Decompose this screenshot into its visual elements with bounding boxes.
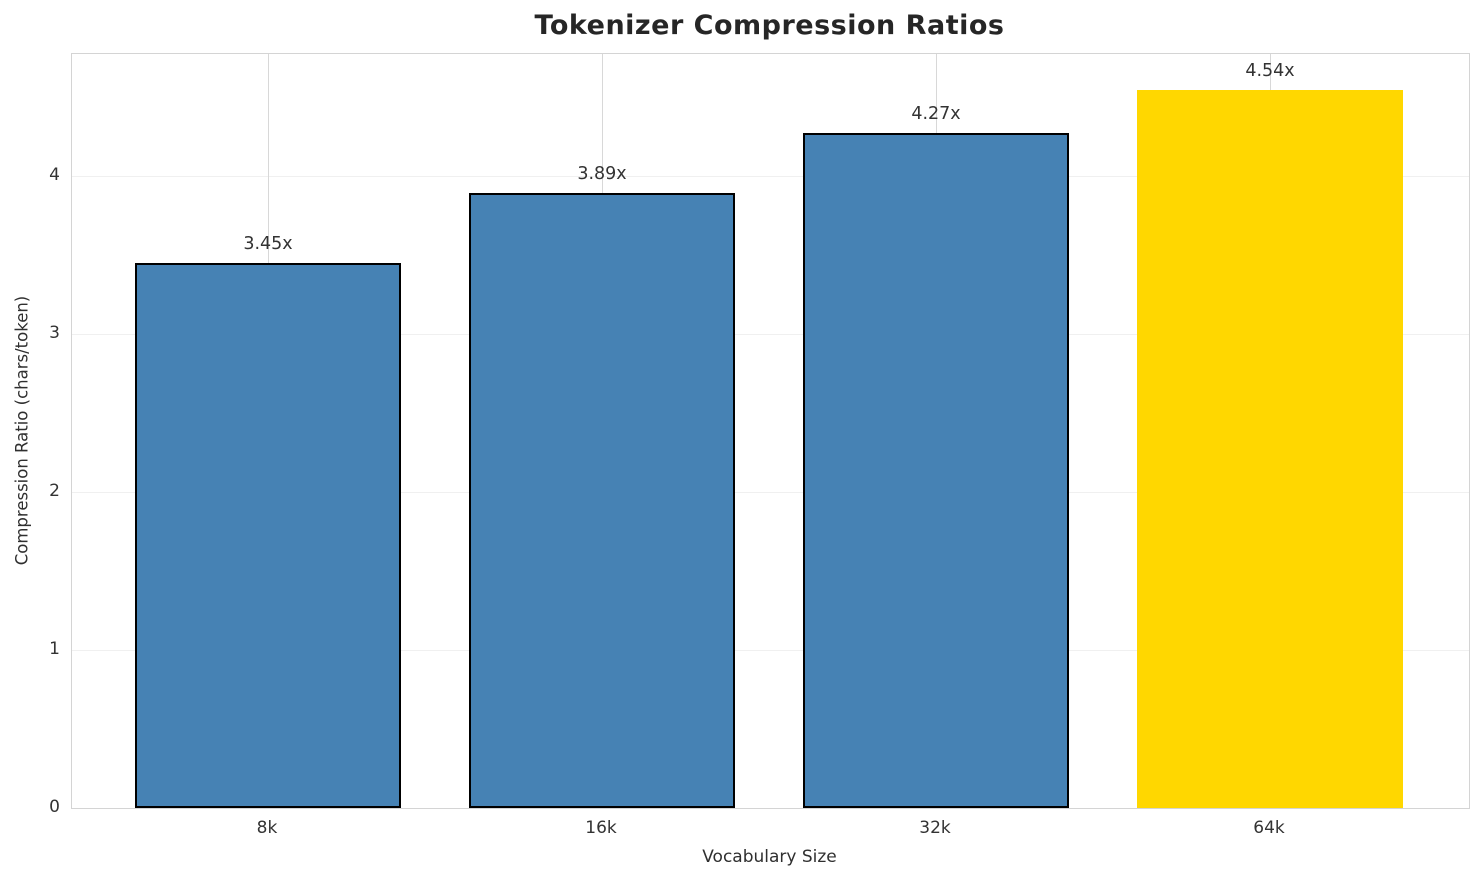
h-gridline-1 [72, 649, 1469, 651]
bar-8k [135, 262, 401, 808]
x-tick-label-16k: 16k [585, 818, 617, 838]
h-gridline-2 [72, 491, 1469, 493]
bar-value-label-64k: 4.54x [1245, 61, 1295, 82]
bar-32k [803, 133, 1069, 808]
h-gridline-3 [72, 333, 1469, 335]
y-tick-label-2: 2 [49, 480, 60, 501]
y-tick-label-3: 3 [49, 322, 60, 343]
h-gridline-4 [72, 175, 1469, 177]
y-axis-label: Compression Ratio (chars/token) [12, 295, 32, 566]
chart-title: Tokenizer Compression Ratios [534, 10, 1005, 41]
y-tick-label-4: 4 [49, 164, 60, 185]
y-tick-label-1: 1 [49, 638, 60, 659]
x-axis-label: Vocabulary Size [702, 847, 837, 867]
bar-64k [1137, 90, 1403, 808]
y-tick-label-0: 0 [49, 797, 60, 817]
plot-area: 3.45x 3.89x 4.27x 4.54x [71, 53, 1470, 809]
x-tick-label-64k: 64k [1253, 818, 1285, 838]
bar-16k [469, 193, 735, 808]
bar-value-label-32k: 4.27x [911, 104, 961, 125]
x-tick-label-32k: 32k [919, 818, 951, 838]
x-tick-label-8k: 8k [256, 818, 278, 838]
bar-value-label-8k: 3.45x [243, 233, 293, 254]
bar-value-label-16k: 3.89x [577, 164, 627, 185]
